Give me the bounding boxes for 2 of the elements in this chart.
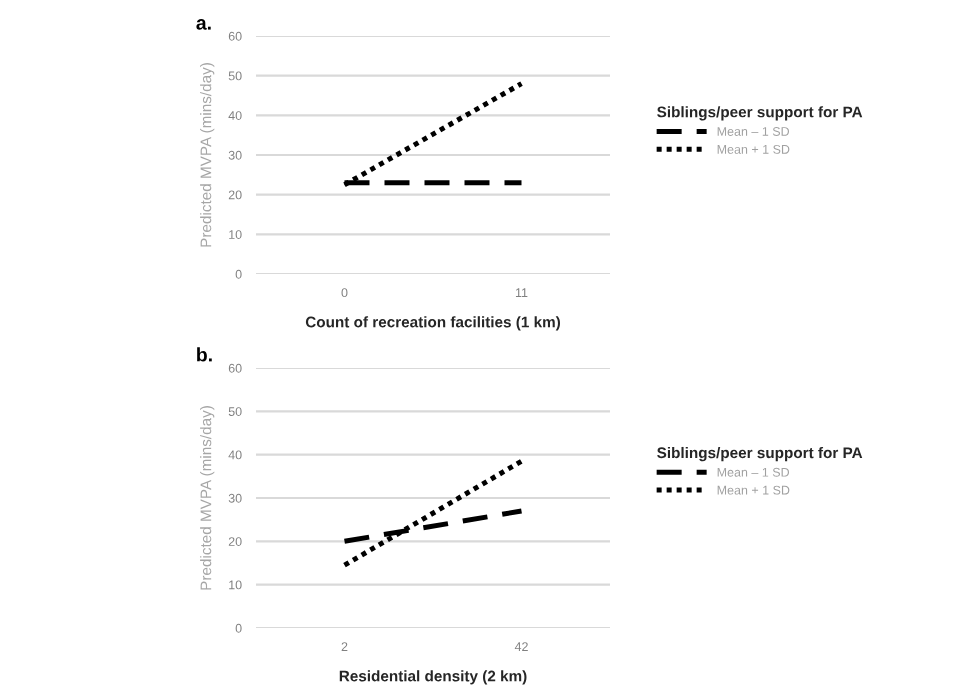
chart-title: a.	[196, 19, 211, 30]
chart-title: b.	[197, 347, 212, 362]
